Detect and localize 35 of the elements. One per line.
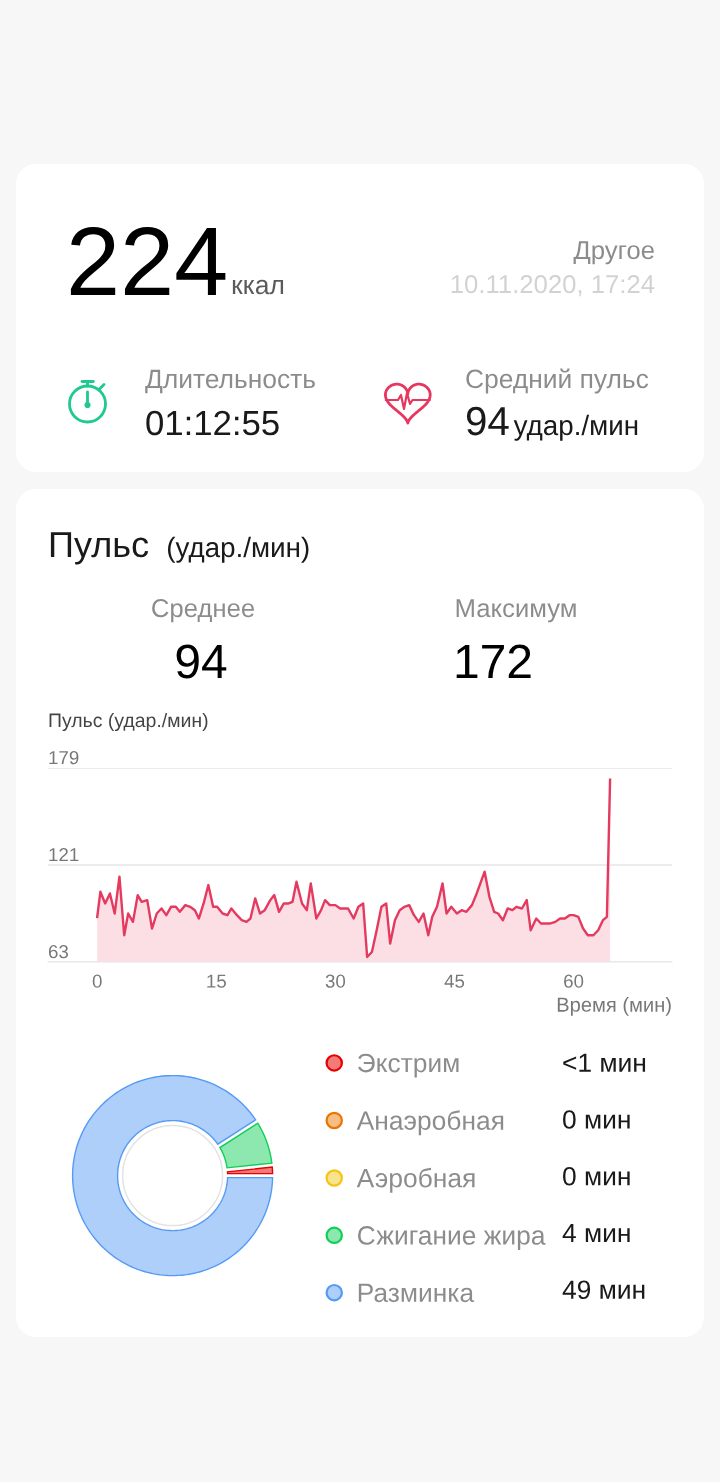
x-tick-label: 15 (207, 974, 226, 988)
legend-label: Аэробная (356, 1167, 475, 1193)
text: 0 мин (563, 1110, 630, 1129)
x-tick-label: 60 (564, 974, 584, 988)
text: Средний пульс (466, 368, 649, 394)
text: 224 (70, 227, 226, 295)
text: 94 (176, 644, 227, 679)
y-tick-label: 121 (49, 848, 79, 862)
donut-slice (219, 1122, 273, 1169)
text: ккал (232, 279, 284, 295)
text: Другое (573, 241, 654, 265)
legend-label: Экстрим (358, 1053, 459, 1078)
legend-label: Разминка (358, 1283, 475, 1303)
text: 172 (456, 644, 531, 678)
y-axis-title: Пульс (удар./мин) (49, 712, 208, 732)
x-axis-title: Время (мин) (557, 997, 671, 1016)
text: 94 (466, 406, 509, 436)
x-tick-label: 30 (325, 974, 346, 988)
legend-label: Сжигание жира (358, 1226, 546, 1251)
y-tick-label: 179 (49, 751, 79, 765)
text: 01:12:55 (146, 410, 279, 436)
chart-title: Пульс (50, 532, 149, 565)
text: удар./мин (513, 414, 638, 441)
legend-label: Анаэробная (356, 1110, 504, 1136)
data-label: 49 мин (562, 1280, 645, 1300)
text: Среднее (152, 599, 255, 623)
text: 0 мин (563, 1166, 630, 1186)
text: Максимум (456, 599, 576, 623)
x-tick-label: 0 (92, 974, 102, 988)
data-label: 4 мин (562, 1223, 630, 1243)
chart-subtitle: (удар./мин) (167, 536, 309, 563)
y-tick-label: 63 (48, 945, 69, 959)
text: Длительность (145, 369, 315, 394)
x-tick-label: 45 (444, 974, 465, 988)
data-label: <1 мин (563, 1053, 646, 1072)
